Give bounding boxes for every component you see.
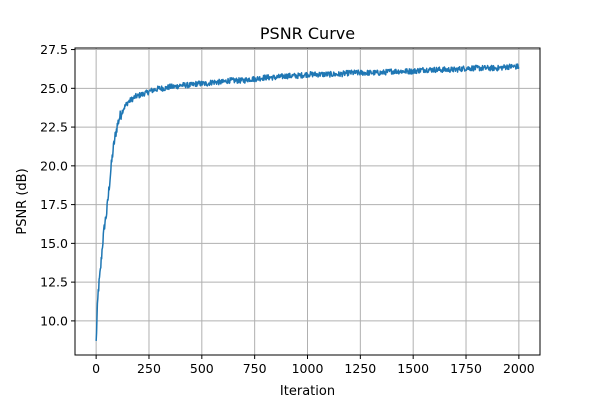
x-axis-label: Iteration: [280, 384, 335, 399]
y-tick-label: 10.0: [40, 313, 68, 328]
x-tick-label: 500: [190, 361, 214, 376]
x-tick-label: 250: [137, 361, 161, 376]
chart-title: PSNR Curve: [260, 24, 355, 43]
tick-layer: 0 250 500 750 1000 1250 1500 1750 2000 10.0 12.5 15…: [40, 42, 535, 376]
x-tick-label: 2000: [503, 361, 535, 376]
y-tick-label: 17.5: [40, 197, 68, 212]
y-tick-label: 25.0: [40, 81, 68, 96]
psnr-series-line: [95, 63, 520, 341]
y-tick-label: 12.5: [40, 275, 68, 290]
x-tick-label: 1500: [397, 361, 429, 376]
y-axis-label: PSNR (dB): [15, 168, 30, 234]
y-tick-label: 27.5: [40, 42, 68, 57]
grid-layer: [75, 48, 540, 355]
x-tick-label: 1000: [292, 361, 324, 376]
x-tick-label: 1250: [344, 361, 376, 376]
x-tick-label: 750: [243, 361, 267, 376]
x-tick-label: 0: [92, 361, 100, 376]
series-layer: [95, 63, 520, 341]
y-tick-label: 20.0: [40, 158, 68, 173]
x-tick-label: 1750: [450, 361, 482, 376]
y-tick-label: 15.0: [40, 236, 68, 251]
y-tick-label: 22.5: [40, 120, 68, 135]
